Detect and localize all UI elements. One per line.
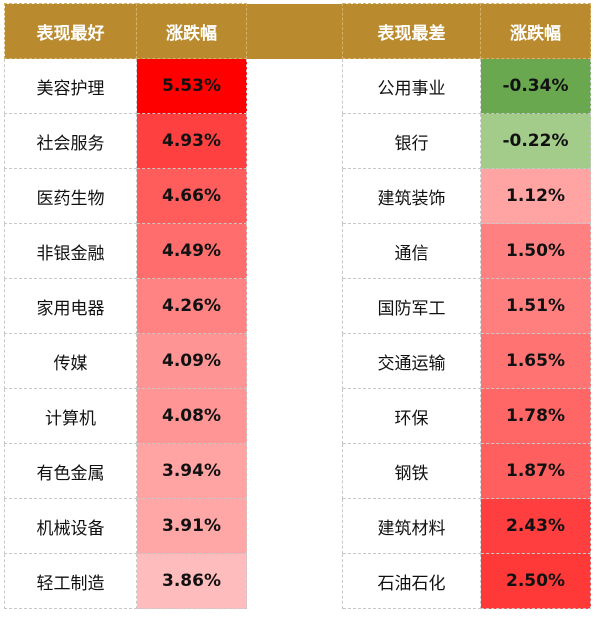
- best-industry-change: 4.08%: [136, 388, 247, 444]
- worst-industry-name: 环保: [342, 388, 481, 444]
- worst-industry-name: 国防军工: [342, 278, 481, 334]
- worst-industry-change: 2.50%: [480, 553, 591, 609]
- worst-industry-name: 交通运输: [342, 333, 481, 389]
- best-industry-change: 3.94%: [136, 443, 247, 499]
- worst-industry-change: 1.78%: [480, 388, 591, 444]
- table-row: 社会服务 4.93% 银行 -0.22%: [4, 113, 591, 169]
- gap-cell: [246, 278, 343, 334]
- best-industry-change: 5.53%: [136, 58, 247, 114]
- gap-cell: [246, 498, 343, 554]
- worst-industry-name: 通信: [342, 223, 481, 279]
- worst-industry-change: 1.87%: [480, 443, 591, 499]
- best-industry-name: 家用电器: [4, 278, 137, 334]
- header-gap: [246, 3, 343, 59]
- worst-industry-name: 银行: [342, 113, 481, 169]
- worst-industry-name: 石油石化: [342, 553, 481, 609]
- header-best: 表现最好: [4, 3, 137, 59]
- header-worst-change: 涨跌幅: [480, 3, 591, 59]
- gap-cell: [246, 168, 343, 224]
- best-industry-name: 社会服务: [4, 113, 137, 169]
- table-body: 美容护理 5.53% 公用事业 -0.34% 社会服务 4.93% 银行 -0.22% 医药生物…: [4, 58, 591, 609]
- table-row: 非银金融 4.49% 通信 1.50%: [4, 223, 591, 279]
- gap-cell: [246, 388, 343, 444]
- best-industry-name: 医药生物: [4, 168, 137, 224]
- gap-cell: [246, 553, 343, 609]
- worst-industry-name: 公用事业: [342, 58, 481, 114]
- header-worst: 表现最差: [342, 3, 481, 59]
- worst-industry-change: 1.50%: [480, 223, 591, 279]
- worst-industry-name: 建筑材料: [342, 498, 481, 554]
- worst-industry-change: -0.22%: [480, 113, 591, 169]
- worst-industry-change: -0.34%: [480, 58, 591, 114]
- best-industry-change: 4.66%: [136, 168, 247, 224]
- table-row: 计算机 4.08% 环保 1.78%: [4, 388, 591, 444]
- gap-cell: [246, 333, 343, 389]
- worst-industry-change: 2.43%: [480, 498, 591, 554]
- best-industry-name: 美容护理: [4, 58, 137, 114]
- gap-cell: [246, 113, 343, 169]
- best-industry-name: 传媒: [4, 333, 137, 389]
- best-industry-change: 4.09%: [136, 333, 247, 389]
- table-row: 轻工制造 3.86% 石油石化 2.50%: [4, 553, 591, 609]
- best-industry-change: 3.86%: [136, 553, 247, 609]
- best-industry-change: 4.26%: [136, 278, 247, 334]
- worst-industry-change: 1.12%: [480, 168, 591, 224]
- gap-cell: [246, 58, 343, 114]
- worst-industry-name: 建筑装饰: [342, 168, 481, 224]
- best-industry-name: 计算机: [4, 388, 137, 444]
- gap-cell: [246, 443, 343, 499]
- table-row: 医药生物 4.66% 建筑装饰 1.12%: [4, 168, 591, 224]
- table-row: 家用电器 4.26% 国防军工 1.51%: [4, 278, 591, 334]
- table-row: 机械设备 3.91% 建筑材料 2.43%: [4, 498, 591, 554]
- best-industry-name: 非银金融: [4, 223, 137, 279]
- best-industry-name: 轻工制造: [4, 553, 137, 609]
- best-industry-name: 机械设备: [4, 498, 137, 554]
- worst-industry-name: 钢铁: [342, 443, 481, 499]
- best-industry-change: 4.49%: [136, 223, 247, 279]
- industry-performance-table: 表现最好 涨跌幅 表现最差 涨跌幅 美容护理 5.53% 公用事业 -0.34% 社会服…: [4, 3, 591, 609]
- best-industry-change: 4.93%: [136, 113, 247, 169]
- best-industry-name: 有色金属: [4, 443, 137, 499]
- table-row: 传媒 4.09% 交通运输 1.65%: [4, 333, 591, 389]
- performance-table-container: 表现最好 涨跌幅 表现最差 涨跌幅 美容护理 5.53% 公用事业 -0.34% 社会服…: [4, 3, 591, 609]
- table-row: 有色金属 3.94% 钢铁 1.87%: [4, 443, 591, 499]
- table-header-row: 表现最好 涨跌幅 表现最差 涨跌幅: [4, 3, 591, 59]
- gap-cell: [246, 223, 343, 279]
- worst-industry-change: 1.51%: [480, 278, 591, 334]
- worst-industry-change: 1.65%: [480, 333, 591, 389]
- best-industry-change: 3.91%: [136, 498, 247, 554]
- table-row: 美容护理 5.53% 公用事业 -0.34%: [4, 58, 591, 114]
- header-best-change: 涨跌幅: [136, 3, 247, 59]
